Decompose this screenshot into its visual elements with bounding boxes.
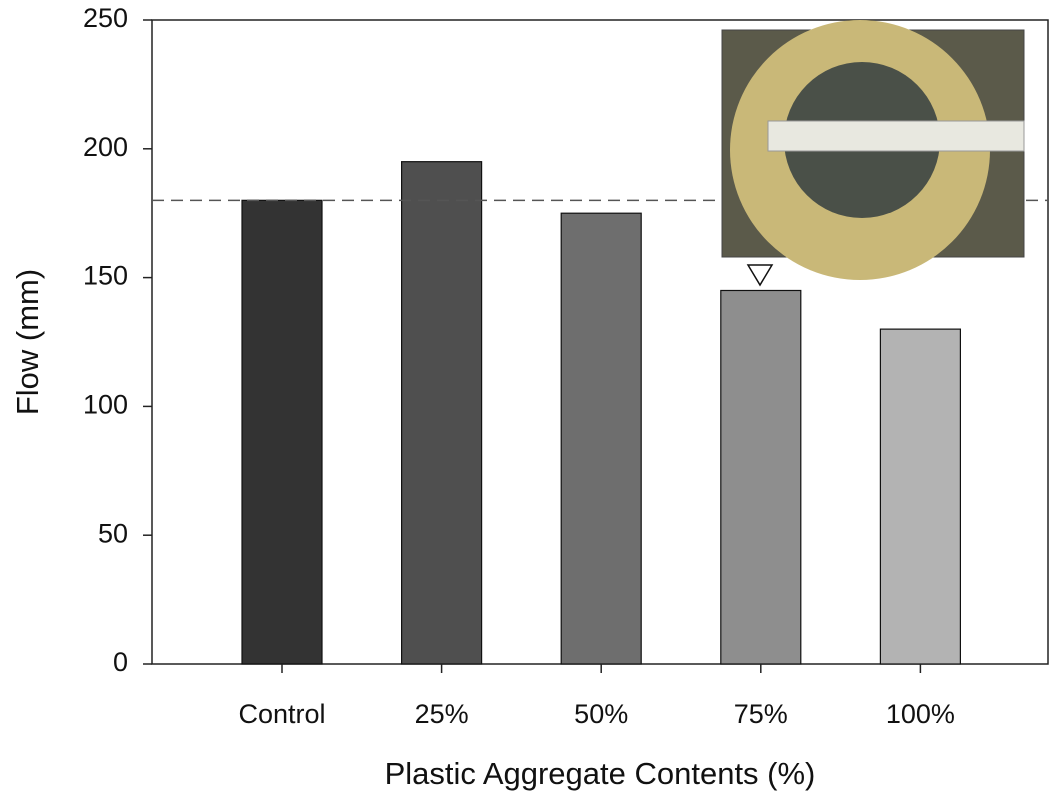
- marker-triangle: [746, 264, 774, 287]
- bar: [720, 289, 802, 665]
- photo-tape: [767, 120, 1025, 152]
- x-tick-label: 100%: [886, 699, 955, 729]
- y-tick-label: 100: [83, 390, 128, 420]
- x-tick-label: 25%: [415, 699, 469, 729]
- x-tick-label: 50%: [574, 699, 628, 729]
- y-tick-label: 50: [98, 518, 128, 548]
- bar: [560, 212, 642, 665]
- y-axis-title: Flow (mm): [10, 269, 45, 415]
- bar: [879, 328, 962, 665]
- y-tick-label: 0: [113, 647, 128, 677]
- y-tick-label: 150: [83, 261, 128, 291]
- x-tick-label: 75%: [734, 699, 788, 729]
- x-tick-label: Control: [238, 699, 325, 729]
- inset-photo: [721, 20, 1025, 280]
- x-axis-title: Plastic Aggregate Contents (%): [385, 756, 816, 791]
- y-tick-label: 250: [83, 3, 128, 33]
- bar: [401, 161, 483, 665]
- bar: [241, 199, 323, 665]
- y-tick-label: 200: [83, 132, 128, 162]
